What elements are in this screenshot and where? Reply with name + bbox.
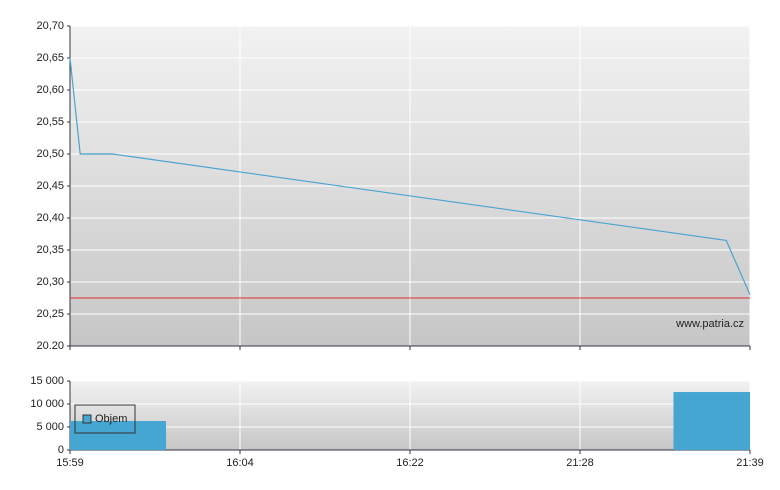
x-tick-label: 21:28: [566, 457, 594, 469]
legend-label: Objem: [95, 413, 127, 425]
y-tick-label: 20,70: [36, 20, 64, 32]
y-tick-label: 20,40: [36, 212, 64, 224]
x-tick-label: 16:04: [226, 457, 254, 469]
x-tick-label: 15:59: [56, 457, 84, 469]
legend-box: [74, 404, 136, 434]
y-tick-label: 0: [58, 444, 64, 456]
y-tick-label: 10 000: [30, 398, 64, 410]
volume-bar: [673, 392, 750, 450]
y-tick-label: 5 000: [36, 421, 64, 433]
price-line: [69, 57, 751, 296]
volume-bar: [70, 421, 167, 450]
y-tick-label: 20,35: [36, 244, 64, 256]
y-tick-label: 15 000: [30, 375, 64, 387]
y-tick-label: 20,45: [36, 180, 64, 192]
y-tick-label: 20,55: [36, 116, 64, 128]
y-tick-label: 20,60: [36, 84, 64, 96]
y-tick-label: 20,25: [36, 308, 64, 320]
x-tick-label: 16:22: [396, 457, 424, 469]
y-tick-label: 20,30: [36, 276, 64, 288]
y-tick-label: 20,65: [36, 52, 64, 64]
x-tick-label: 21:39: [736, 457, 764, 469]
y-tick-label: 20.20: [36, 340, 64, 352]
legend-swatch: [82, 414, 92, 424]
watermark: www.patria.cz: [675, 318, 744, 330]
y-tick-label: 20,50: [36, 148, 64, 160]
